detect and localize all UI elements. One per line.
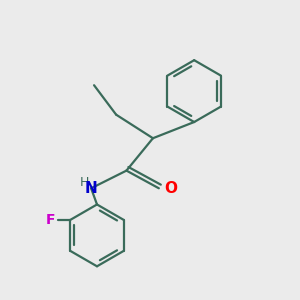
Text: O: O — [164, 181, 177, 196]
Text: H: H — [80, 176, 89, 190]
Text: F: F — [46, 213, 56, 227]
Text: N: N — [85, 181, 98, 196]
